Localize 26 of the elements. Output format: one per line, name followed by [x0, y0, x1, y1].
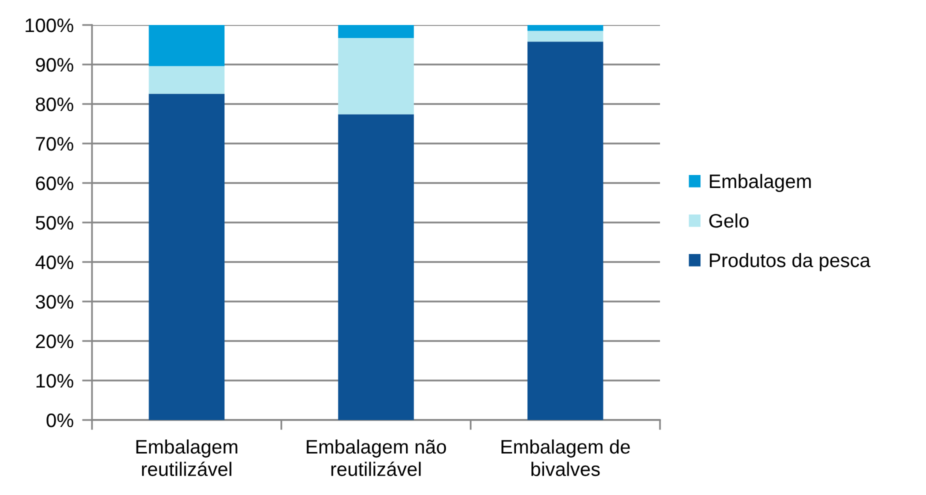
- bar: [338, 38, 414, 114]
- y-tick-label: 20%: [36, 334, 74, 348]
- bar: [148, 94, 225, 420]
- y-tick-label: 50%: [36, 216, 74, 230]
- bar: [338, 114, 414, 420]
- y-tick-label: 70%: [36, 136, 74, 151]
- y-tick-label: 10%: [36, 374, 74, 388]
- legend-label: Produtos da pesca: [710, 252, 870, 272]
- y-tick-label: 100%: [26, 18, 74, 32]
- y-tick-label: 80%: [36, 97, 74, 112]
- bar: [148, 66, 225, 94]
- y-tick-label: 90%: [36, 58, 74, 72]
- x-tick-label: Embalagem reutilizável: [136, 439, 238, 476]
- bar: [148, 25, 225, 66]
- legend-label: Embalagem: [710, 174, 811, 192]
- x-tick-label: Embalagem não reutilizável: [306, 439, 446, 476]
- legend-label: Gelo: [709, 213, 749, 228]
- bar: [527, 30, 604, 42]
- y-tick-label: 60%: [36, 176, 74, 190]
- bar: [527, 25, 604, 31]
- bar: [527, 42, 604, 420]
- y-tick-label: 40%: [35, 255, 74, 270]
- x-tick-label: Embalagem de bivalves: [502, 439, 630, 476]
- bar: [338, 25, 414, 38]
- y-tick-label: 0%: [46, 413, 74, 428]
- y-tick-label: 30%: [36, 294, 74, 309]
